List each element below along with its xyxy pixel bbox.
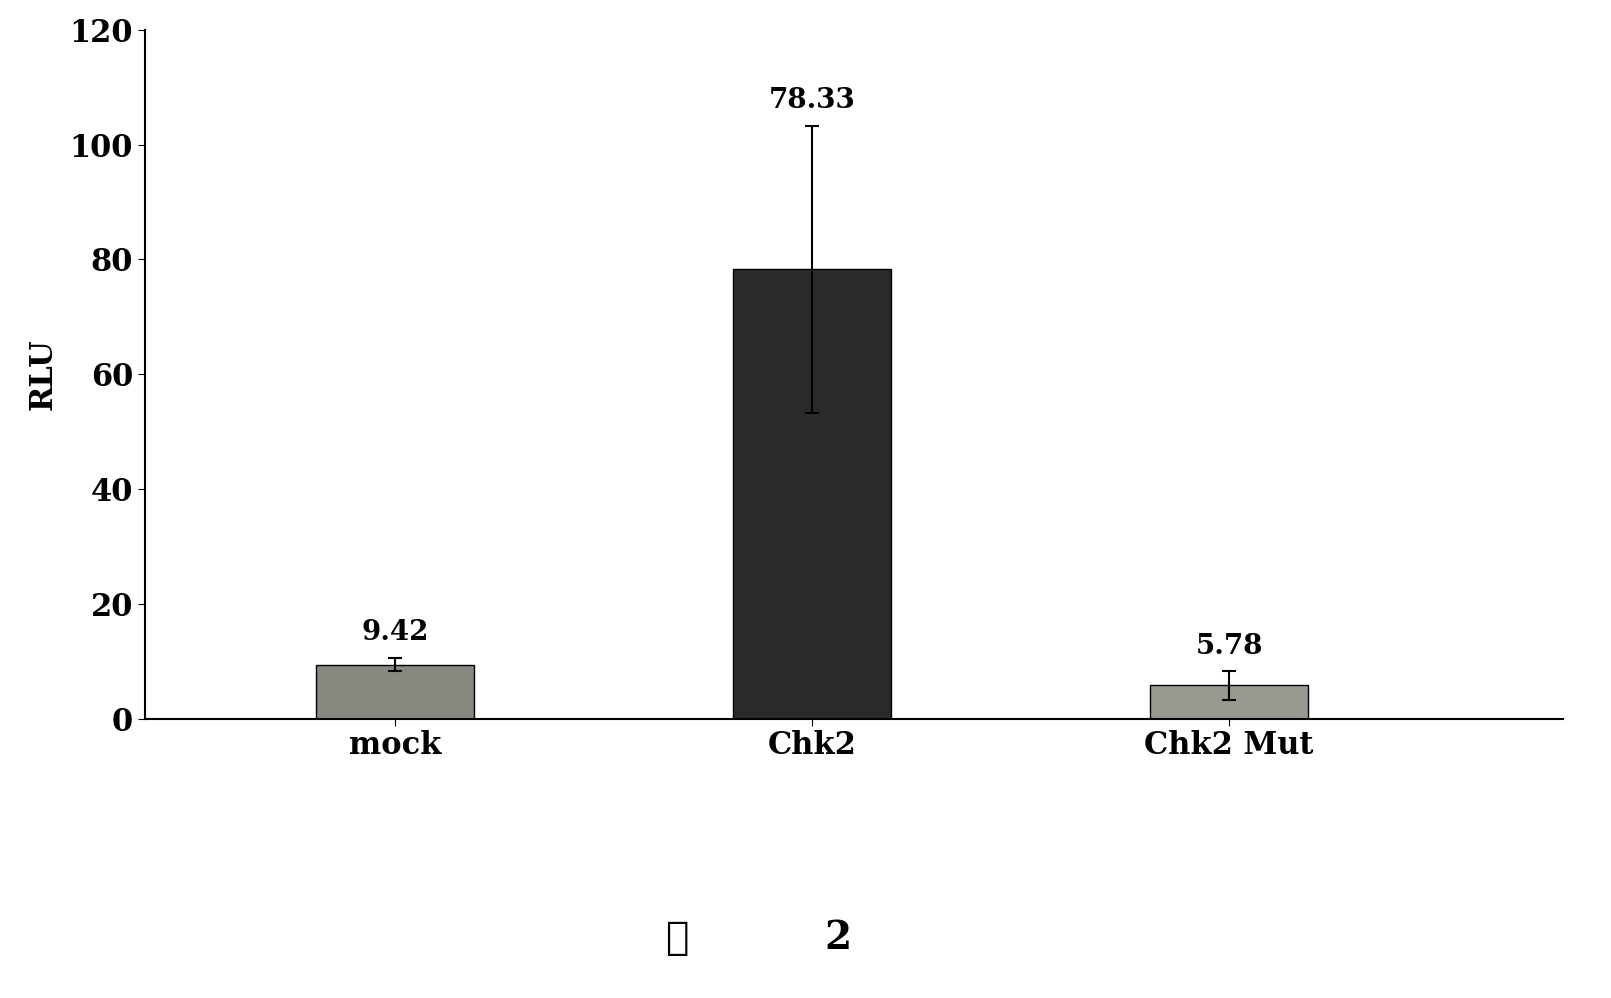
Bar <box>1150 686 1308 719</box>
Y-axis label: RLU: RLU <box>27 338 58 410</box>
Text: 9.42: 9.42 <box>361 619 429 646</box>
Text: 78.33: 78.33 <box>768 87 855 114</box>
Text: 5.78: 5.78 <box>1195 633 1263 660</box>
Bar <box>733 269 891 719</box>
Text: 2: 2 <box>825 919 851 957</box>
Bar <box>316 665 474 719</box>
Text: 图: 图 <box>665 919 688 957</box>
